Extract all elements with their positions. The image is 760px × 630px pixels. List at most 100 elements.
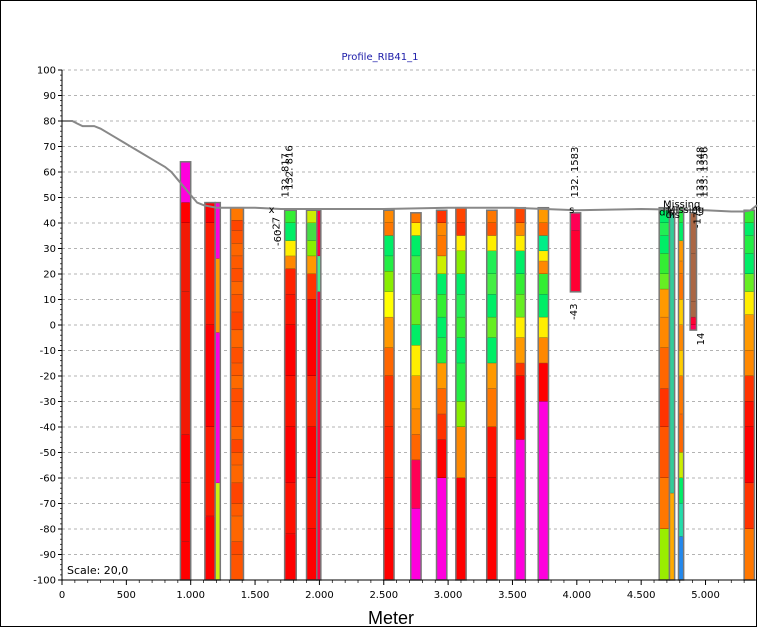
well-segment — [678, 452, 684, 478]
well-segment — [180, 161, 191, 203]
well-segment — [204, 427, 216, 517]
well-segment — [306, 240, 317, 257]
well-segment — [744, 401, 755, 427]
well-segment — [486, 337, 498, 364]
well-segment — [538, 223, 549, 236]
well-segment — [678, 223, 684, 241]
y-tick-label: 90 — [43, 91, 56, 102]
well-segment — [455, 427, 467, 478]
well-segment — [744, 427, 755, 484]
well-column — [658, 206, 671, 581]
well-segment — [678, 299, 684, 325]
well-segment — [538, 294, 549, 318]
terrain-polyline — [62, 120, 758, 213]
well-segment — [180, 202, 191, 223]
well-segment — [659, 223, 670, 236]
well-segment — [410, 256, 422, 274]
well-segment — [215, 483, 221, 580]
well-segment — [204, 325, 216, 427]
well-segment — [383, 271, 395, 292]
well-segment — [306, 223, 317, 241]
well-segment — [410, 376, 422, 410]
y-tick-label: 30 — [43, 244, 56, 255]
well-segment — [215, 332, 221, 484]
well-column — [179, 161, 192, 581]
x-tick-label: 5.000 — [691, 590, 720, 601]
well-segment — [180, 483, 191, 542]
well-segment — [678, 536, 684, 580]
well-segment — [515, 317, 526, 338]
well-segment — [538, 337, 549, 364]
well-segment — [284, 268, 297, 295]
well-segment — [230, 541, 244, 555]
well-segment — [230, 281, 244, 295]
well-segment — [230, 363, 244, 376]
well-segment — [515, 337, 526, 364]
well-segment — [410, 223, 422, 236]
well-segment — [659, 253, 670, 274]
well-segment — [678, 503, 684, 537]
well-segment — [230, 312, 244, 331]
well-segment — [410, 508, 422, 580]
x-tick-label: 3.500 — [498, 590, 527, 601]
well-segment — [230, 330, 244, 348]
well-segment — [230, 503, 244, 517]
well-segment — [410, 325, 422, 346]
annotation-label: Missing — [663, 200, 700, 211]
well-segment — [410, 460, 422, 509]
well-segment — [678, 376, 684, 415]
well-segment — [744, 291, 755, 315]
well-segment — [316, 291, 321, 580]
annotation-label: dis — [659, 207, 673, 218]
well-segment — [230, 465, 244, 484]
well-segment — [383, 235, 395, 257]
annotation-label: -173 — [692, 205, 703, 228]
well-segment — [436, 363, 447, 389]
well-column — [204, 201, 216, 581]
well-segment — [744, 274, 755, 292]
well-segment — [678, 207, 684, 223]
well-segment — [230, 294, 244, 313]
y-tick-label: 100 — [37, 66, 56, 77]
well-segment — [515, 207, 526, 223]
well-segment — [515, 439, 526, 580]
well-segment — [410, 409, 422, 435]
well-segment — [436, 439, 447, 478]
well-segment — [383, 223, 395, 236]
x-tick-label: 0 — [59, 590, 65, 601]
x-axis-label: Meter — [368, 608, 414, 628]
well-segment — [230, 347, 244, 364]
well-segment — [230, 452, 244, 466]
well-segment — [383, 347, 395, 376]
well-segment — [284, 325, 297, 376]
well-segment — [306, 478, 317, 529]
well-segment — [538, 317, 549, 338]
well-segment — [515, 363, 526, 376]
well-column — [537, 206, 550, 581]
well-segment — [436, 478, 447, 580]
well-segment — [436, 317, 447, 338]
well-segment — [659, 478, 670, 529]
well-segment — [515, 235, 526, 252]
well-column — [383, 209, 395, 581]
well-segment — [383, 376, 395, 427]
well-segment — [284, 210, 297, 223]
x-tick-label: 1.000 — [176, 590, 205, 601]
annotation-label: -27 — [272, 217, 283, 233]
y-tick-label: -50 — [40, 448, 56, 459]
well-segment — [690, 317, 697, 325]
well-segment — [659, 317, 670, 348]
y-tick-label: 80 — [43, 117, 56, 128]
well-segment — [744, 529, 755, 580]
well-column — [743, 209, 756, 581]
well-segment — [284, 256, 297, 269]
well-segment — [744, 314, 755, 351]
well-segment — [455, 363, 467, 402]
annotation-label: 133. 1348 — [696, 147, 707, 198]
grid-lines — [62, 69, 757, 555]
annotation-label: 133. 1356 — [699, 147, 710, 198]
well-outline — [689, 212, 698, 331]
scale-box: Scale: 20,0 — [64, 562, 140, 577]
